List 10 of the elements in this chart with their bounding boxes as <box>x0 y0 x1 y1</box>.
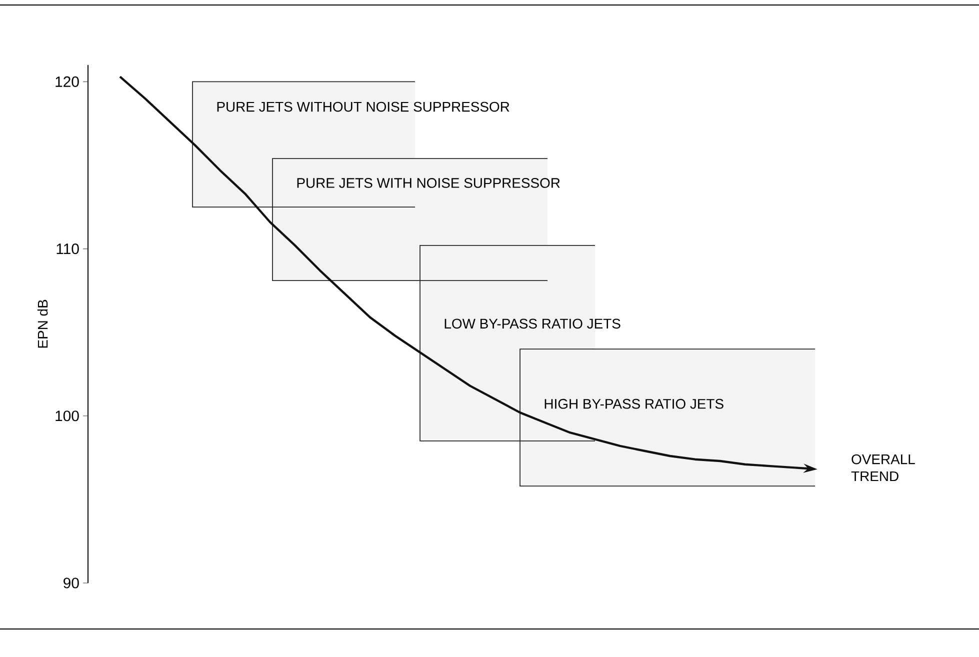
y-tick-label: 90 <box>64 578 79 588</box>
y-axis-title: EPN dB <box>37 300 48 348</box>
band-label: PURE JETS WITH NOISE SUPPRESSOR <box>297 178 560 188</box>
text: OVERALL TREND <box>851 454 915 482</box>
band-label: HIGH BY-PASS RATIO JETS <box>544 398 724 409</box>
y-tick-label: 110 <box>56 244 79 254</box>
y-tick-label: 100 <box>56 410 79 422</box>
band-label: PURE JETS WITHOUT NOISE SUPPRESSOR <box>217 102 510 112</box>
band-label: LOW BY-PASS RATIO JETS <box>444 318 620 329</box>
y-tick-label: 120 <box>56 76 79 87</box>
